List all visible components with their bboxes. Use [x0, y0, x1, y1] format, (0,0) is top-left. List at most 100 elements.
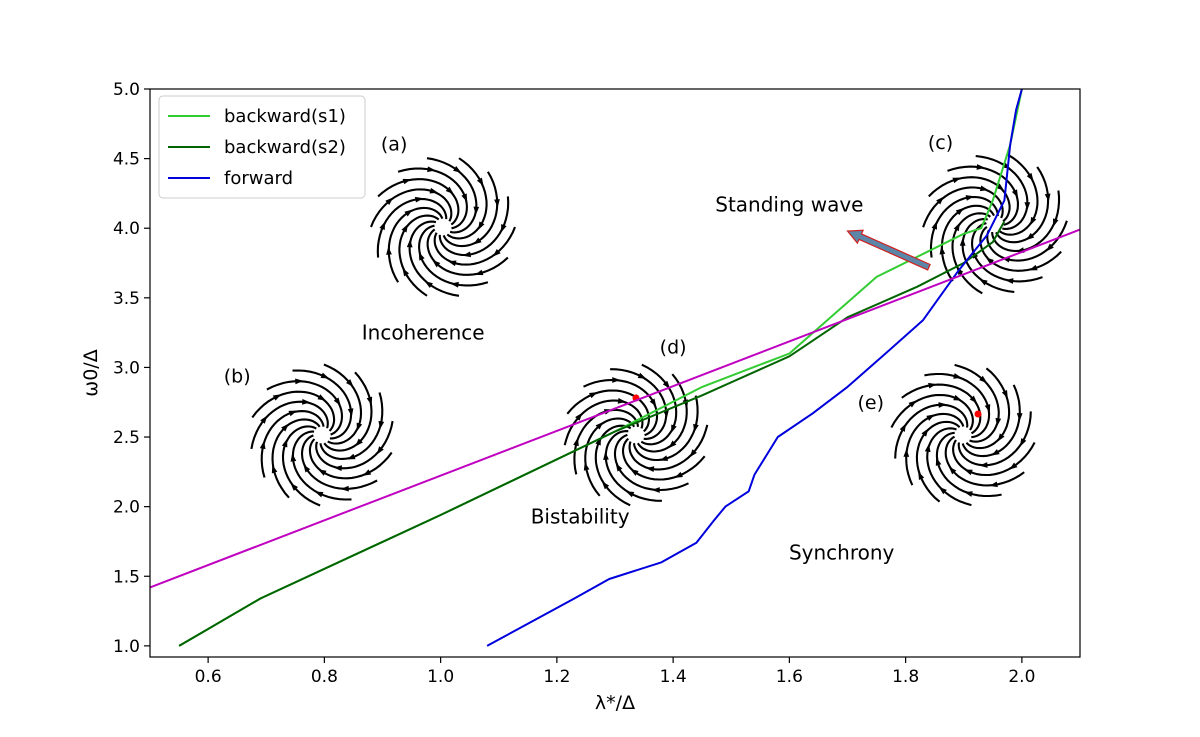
streamline — [621, 437, 706, 481]
streamline-arrow — [952, 177, 961, 184]
streamline-arrow — [603, 451, 609, 461]
streamline — [613, 433, 689, 492]
phase-portrait — [922, 153, 1068, 295]
streamline-arrow — [573, 437, 579, 447]
streamline-arrow — [601, 481, 610, 490]
streamline-arrow — [976, 164, 985, 170]
streamline — [308, 438, 393, 480]
streamline-arrow — [1046, 243, 1054, 252]
streamline-arrow — [478, 221, 485, 230]
streamline-arrow — [1029, 264, 1038, 271]
streamline-arrow — [908, 400, 917, 408]
streamline-arrow — [320, 372, 330, 379]
streamline — [251, 390, 336, 432]
streamline — [260, 410, 325, 478]
streamline — [926, 427, 972, 507]
streamline-arrow — [378, 420, 385, 430]
y-tick-label: 5.0 — [113, 80, 140, 100]
streamline-arrow — [663, 409, 669, 419]
streamline-arrow — [366, 396, 373, 406]
streamline — [376, 197, 448, 258]
streamline-arrow — [674, 471, 683, 478]
legend-box — [158, 95, 366, 199]
x-tick-label: 2.0 — [1008, 667, 1035, 687]
streamline-arrow — [1009, 462, 1018, 470]
streamline-arrow — [936, 196, 944, 205]
streamline-arrow — [474, 269, 484, 276]
streamline-arrow — [931, 221, 937, 230]
streamline-arrow — [1011, 189, 1019, 198]
fixed-point-marker — [974, 410, 982, 418]
streamline-arrow — [979, 462, 988, 468]
streamline — [250, 400, 329, 450]
streamline-arrow — [924, 443, 931, 453]
x-tick-label: 1.6 — [776, 667, 803, 687]
streamline-arrow — [404, 209, 413, 217]
streamline-arrow — [402, 267, 410, 277]
streamline — [594, 424, 632, 507]
streamline — [584, 417, 636, 497]
streamline-arrow — [290, 453, 297, 462]
streamline — [583, 378, 659, 437]
streamline-arrow — [959, 237, 966, 246]
streamline-arrow — [414, 196, 424, 203]
streamline-arrow — [964, 469, 973, 476]
streamline-arrow — [645, 466, 655, 472]
streamline-arrow — [1005, 278, 1014, 284]
streamline-arrow — [938, 402, 947, 408]
streamline-arrow — [928, 382, 937, 389]
streamline-arrow — [288, 410, 298, 417]
phase-portrait — [890, 363, 1036, 507]
streamline-arrow — [996, 183, 1005, 191]
streamline-arrow — [345, 379, 354, 388]
streamline — [965, 367, 1011, 450]
streamline-arrow — [453, 165, 462, 173]
streamline-arrow — [318, 469, 327, 476]
streamline — [370, 188, 453, 228]
streamline-arrow — [589, 392, 598, 399]
streamline-arrow — [1044, 193, 1051, 202]
x-tick-label: 1.8 — [892, 667, 919, 687]
streamline — [975, 154, 1029, 230]
streamline — [319, 392, 384, 460]
streamline-arrow — [991, 449, 1000, 456]
streamline-arrow — [575, 412, 583, 421]
streamline — [292, 369, 353, 440]
streamline-arrow — [935, 457, 942, 466]
streamline-arrow — [303, 464, 311, 473]
streamline-arrow — [939, 246, 946, 255]
legend-label: backward(s2) — [224, 137, 346, 158]
panel-label: (d) — [660, 337, 687, 359]
streamline — [604, 430, 662, 502]
streamline-arrow — [333, 397, 341, 406]
region-label: Incoherence — [362, 321, 485, 345]
streamline — [999, 153, 1039, 236]
streamline-arrow — [953, 394, 962, 401]
streamline — [628, 424, 709, 471]
streamline-arrow — [1053, 218, 1059, 227]
streamline-arrow — [989, 481, 998, 488]
streamline-arrow — [899, 423, 906, 432]
streamline — [291, 430, 352, 501]
streamline-arrow — [969, 395, 978, 404]
streamline-arrow — [473, 237, 482, 245]
streamline-arrow — [625, 491, 635, 498]
streamline-arrow — [595, 421, 604, 430]
x-tick-label: 1.4 — [660, 667, 687, 687]
streamline — [929, 195, 999, 258]
y-tick-label: 4.0 — [113, 219, 140, 239]
streamline — [271, 418, 321, 499]
streamline — [928, 176, 1011, 222]
streamline — [281, 425, 321, 507]
streamline-arrow — [668, 440, 677, 449]
streamline-arrow — [583, 462, 590, 471]
streamline — [905, 412, 965, 486]
streamline-arrow — [956, 266, 964, 276]
streamline-arrow — [617, 398, 627, 404]
streamline-arrow — [461, 193, 468, 202]
x-tick-label: 1.0 — [427, 667, 454, 687]
streamline-arrow — [1020, 438, 1027, 447]
streamline-arrow — [401, 224, 408, 233]
phase-portrait — [250, 363, 394, 507]
panel-label: (b) — [224, 366, 251, 388]
